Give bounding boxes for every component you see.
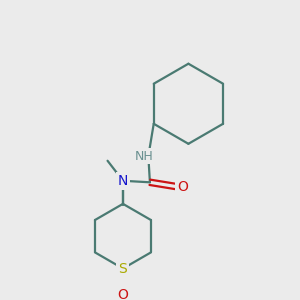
Text: S: S [118,262,127,275]
Text: O: O [118,288,128,300]
Text: N: N [118,174,128,188]
Text: NH: NH [135,150,154,163]
Text: O: O [178,180,188,194]
